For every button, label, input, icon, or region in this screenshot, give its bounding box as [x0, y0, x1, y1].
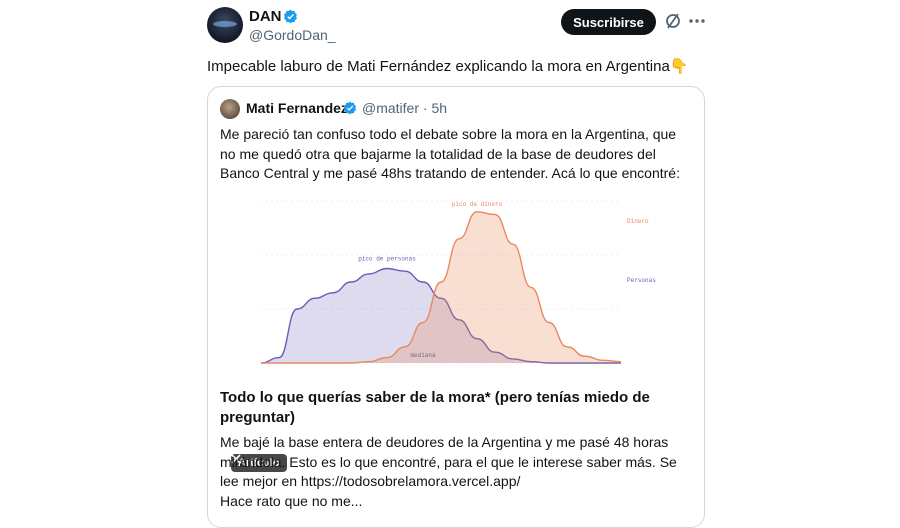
quoted-text: Me pareció tan confuso todo el debate so… — [220, 126, 680, 181]
series-line-personas — [260, 267, 621, 364]
subscribe-button[interactable]: Suscribirse — [561, 9, 656, 35]
series-area-personas — [261, 268, 621, 363]
series-area-dinero — [261, 211, 621, 363]
legend-personas: Personas — [627, 277, 656, 284]
article-desc-text: Me bajé la base entera de deudores de la… — [220, 434, 677, 489]
author-name[interactable]: DAN — [249, 8, 282, 25]
personas-peak-label: pico de personas — [358, 256, 416, 263]
quoted-name[interactable]: Mati Fernandez — [246, 100, 348, 116]
article-description: Me bajé la base entera de deudores de la… — [220, 433, 690, 511]
tweet-body: Impecable laburo de Mati Fernández expli… — [207, 58, 670, 75]
verified-badge-icon — [284, 9, 297, 24]
tweet-text: Impecable laburo de Mati Fernández expli… — [207, 57, 688, 77]
pointing-down-emoji: 👇 — [669, 58, 689, 75]
quoted-handle-time: @matifer · 5h — [362, 100, 447, 116]
quoted-tweet[interactable]: Mati Fernandez @matifer · 5h Me pareció … — [207, 86, 705, 528]
legend-dinero: Dinero — [627, 218, 649, 225]
median-label: mediana — [410, 352, 436, 359]
area-chart: pico de personas pico de dinero Dinero Pers… — [260, 200, 656, 364]
series-line-dinero — [260, 211, 622, 364]
article-badge-label: Artículo — [238, 457, 280, 469]
article-title[interactable]: Todo lo que querías saber de la mora* (p… — [220, 389, 650, 426]
verified-badge-icon — [344, 101, 356, 115]
author-handle[interactable]: @GordoDan_ — [249, 27, 336, 43]
article-desc-more: Hace rato que no me... — [220, 492, 363, 509]
grok-icon[interactable] — [663, 11, 683, 31]
article-badge: Artículo — [231, 454, 287, 472]
x-logo-icon — [231, 454, 241, 464]
dinero-peak-label: pico de dinero — [452, 201, 503, 208]
article-cover-chart[interactable]: pico de personas pico de dinero Dinero Pers… — [209, 191, 703, 472]
author-avatar[interactable] — [207, 7, 243, 43]
quoted-handle: @matifer — [362, 100, 419, 116]
quoted-time: · 5h — [422, 100, 448, 116]
quoted-avatar[interactable] — [220, 99, 240, 119]
more-icon[interactable] — [687, 11, 707, 31]
